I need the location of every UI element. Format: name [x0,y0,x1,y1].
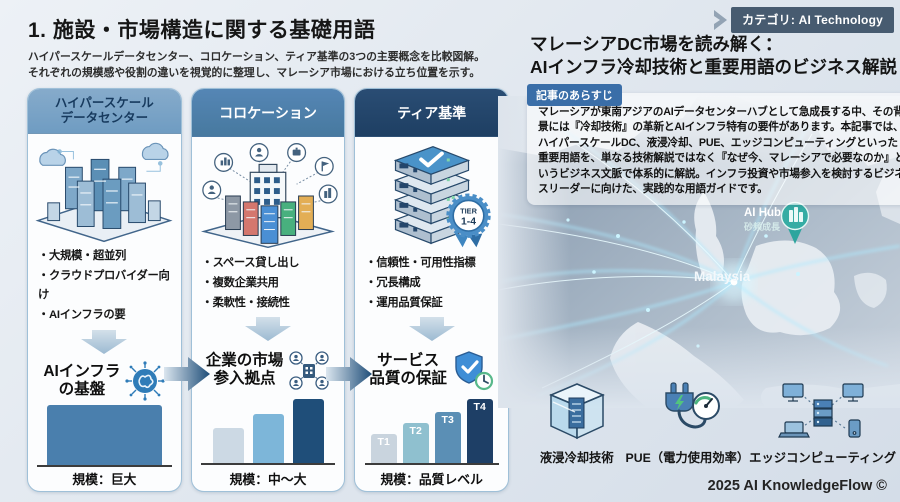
role-row: AIインフラ の基盤 [28,357,181,405]
colocation-buildings-illustration [192,140,345,250]
map-hub-sublabel: 砂頻成長 [744,221,781,232]
article-summary-box: 記事のあらすじ マレーシアが東南アジアのAIデータセンターハブとして急成長する中… [527,84,900,206]
role-label: サービス 品質の保証 [369,352,447,388]
card-header: ハイパースケール データセンター [28,89,181,134]
hyperscale-servers-illustration [28,137,181,243]
glossary-label: 液浸冷却技術 [539,451,614,465]
pue-plug-gauge-icon [651,376,723,442]
tier-rosette-badge: TIER 1-4 [445,193,491,248]
companies-network-icon [289,351,329,390]
card-header: コロケーション [191,89,345,137]
role-row: サービス 品質の保証 [355,344,508,396]
card-tier-standard: ティア基準 [354,88,510,492]
scale-bar-chart [192,399,345,463]
feature-item: ・信頼性・可用性指標 [365,257,476,269]
section-subtitle: ハイパースケールデータセンター、コロケーション、ティア基準の3つの主要概念を比較… [28,51,485,79]
feature-item: ・クラウドプロバイダー向け [38,269,170,302]
chevron-right-icon [714,10,728,30]
summary-badge: 記事のあらすじ [527,84,622,106]
card-hyperscale-datacenter: ハイパースケール データセンター [27,88,182,492]
glossary-item-immersion-cooling: 液浸冷却技術 [528,376,626,466]
scale-bar [46,405,162,465]
scale-bar-chart [28,405,181,465]
feature-list: ・大規模・超並列 ・クラウドプロバイダー向け ・AIインフラの要 [28,247,181,326]
concept-cards-row: ハイパースケール データセンター [27,88,510,492]
card-header-label: コロケーション [219,104,317,121]
ai-brain-chip-icon [125,361,165,401]
role-row: 企業の市場 参入拠点 [192,344,345,396]
map-hub-label: AI Hub [744,207,781,219]
role-label: 企業の市場 参入拠点 [205,352,284,388]
scale-bar: T2 [402,422,429,463]
scale-bar [212,427,244,463]
scale-label: 規模：中～大 [229,471,307,487]
card-header-label: ティア基準 [397,104,467,121]
feature-item: ・AIインフラの要 [38,309,126,322]
down-arrow-icon [28,329,181,354]
scale-bar [292,399,324,463]
role-label: AIインフラ の基盤 [43,363,121,399]
category-badge: カテゴリ: AI Technology [713,7,894,33]
shield-check-clock-icon [455,351,494,391]
card-header-label: ハイパースケール データセンター [54,95,154,125]
card-colocation: コロケーション [190,88,346,492]
article-title: マレーシアDC市場を読み解く： AIインフラ冷却技術と重要用語のビジネス解説 [530,34,897,78]
flow-arrow-right-icon [326,357,372,391]
card-header: ティア基準 [355,89,509,137]
feature-item: ・柔軟性・接続性 [201,296,290,309]
glossary-label: エッジコンピューティング [749,451,896,465]
feature-item: ・大規模・超並列 [38,249,126,262]
down-arrow-icon [355,317,508,342]
svg-text:1-4: 1-4 [461,217,476,228]
feature-list: ・スペース貸し出し ・複数企業共用 ・柔軟性・接続性 [192,254,345,313]
scale-label: 規模：巨大 [72,472,137,488]
scale-bar: T1 [370,433,397,463]
scale-bar: T4 [466,399,493,463]
chart-axis-line [364,463,499,465]
feature-item: ・運用品質保証 [365,296,443,309]
glossary-label: PUE（電力使用効率） [625,451,750,465]
tier-stack-illustration: TIER 1-4 [355,140,508,250]
flow-arrow-right-icon [164,357,210,391]
glossary-item-pue: PUE（電力使用効率） [625,376,750,466]
chart-axis-line [200,463,336,465]
down-arrow-icon [192,317,345,342]
scale-bar: T3 [434,411,461,463]
feature-item: ・複数企業共用 [201,276,279,289]
feature-item: ・スペース貸し出し [201,257,300,269]
scale-bar [252,414,284,463]
edge-computing-icon [777,376,869,442]
feature-item: ・冗長構成 [365,276,421,289]
svg-text:TIER: TIER [460,207,477,216]
glossary-item-edge-computing: エッジコンピューティング [749,376,896,466]
map-country-label: Malaysia [694,269,751,284]
glossary-icons-row: 液浸冷却技術 PUE（電力使用効率） [528,376,896,466]
category-badge-label: カテゴリ: AI Technology [731,7,894,33]
section-title: 1. 施設・市場構造に関する基礎用語 [28,19,376,42]
scale-bar-chart: T1 T2 T3 T4 [355,399,508,463]
feature-list: ・信頼性・可用性指標 ・冗長構成 ・運用品質保証 [355,254,508,313]
summary-text: マレーシアが東南アジアのAIデータセンターハブとして急成長する中、その背景には『… [538,106,900,196]
chart-axis-line [37,464,172,467]
scale-label: 規模：品質レベル [380,471,483,487]
immersion-cooling-icon [545,376,609,442]
copyright-text: 2025 AI KnowledgeFlow © [707,478,887,494]
